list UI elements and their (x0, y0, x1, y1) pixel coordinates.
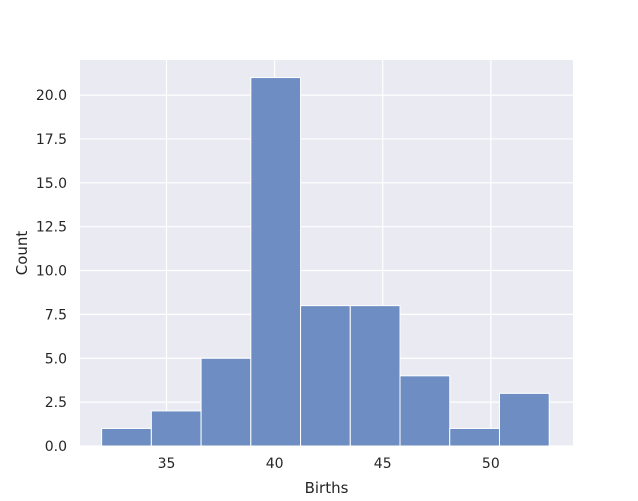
y-tick-label: 20.0 (36, 88, 67, 104)
y-tick-label: 12.5 (36, 220, 67, 236)
histogram-bar (101, 427, 152, 447)
y-tick-label: 0.0 (45, 439, 67, 455)
x-axis-label: Births (305, 479, 349, 497)
histogram-bar (150, 410, 202, 447)
histogram-bar (449, 427, 500, 447)
y-tick-label: 17.5 (36, 132, 67, 148)
y-tick-label: 10.0 (36, 264, 67, 280)
x-tick-label: 40 (266, 456, 284, 472)
histogram-bar (250, 77, 302, 447)
y-tick-label: 7.5 (45, 307, 67, 323)
y-tick-label: 2.5 (45, 395, 67, 411)
x-tick-label: 50 (482, 456, 500, 472)
histogram-bar (498, 392, 550, 447)
histogram-bar (349, 305, 401, 447)
y-tick-label: 5.0 (45, 351, 67, 367)
y-axis-ticks: 0.0 2.5 5.0 7.5 10.0 12.5 15.0 17.5 20.0 (36, 88, 67, 455)
histogram-bars (101, 77, 550, 447)
histogram-bar (300, 305, 351, 447)
x-tick-label: 35 (158, 456, 176, 472)
histogram-bar (399, 375, 451, 447)
x-axis-ticks: 35 40 45 50 (158, 456, 500, 472)
y-tick-label: 15.0 (36, 176, 67, 192)
y-axis-label: Count (13, 231, 31, 276)
histogram-bar (200, 357, 252, 447)
x-tick-label: 45 (374, 456, 392, 472)
